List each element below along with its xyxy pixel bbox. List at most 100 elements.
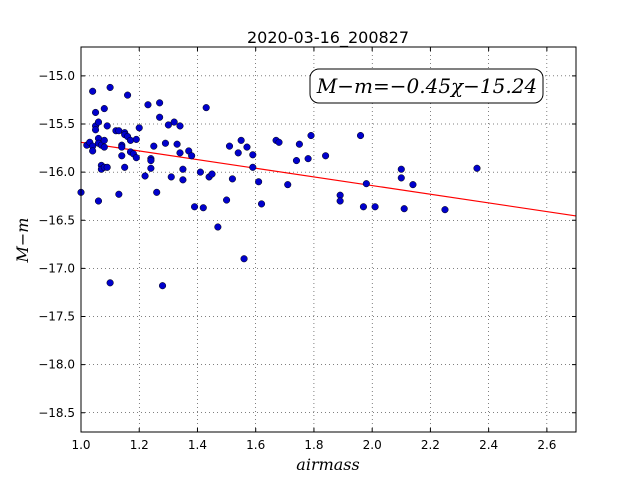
data-point	[132, 154, 140, 162]
data-point	[409, 181, 417, 189]
data-point	[106, 83, 114, 91]
axis-ticks: 1.0 1.2 1.4 1.6 1.8 2.0 2.2 2.4 2.6 −15.0 −15.5 −16…	[38, 47, 576, 452]
y-tick-label: −16.5	[38, 213, 75, 227]
data-point	[336, 197, 344, 205]
data-point	[307, 132, 315, 140]
data-point	[249, 163, 257, 171]
data-point	[228, 175, 236, 183]
data-point	[89, 147, 97, 155]
data-point	[196, 168, 204, 176]
data-point	[161, 139, 169, 147]
y-tick-label: −18.5	[38, 406, 75, 420]
data-point	[126, 136, 135, 144]
data-point	[362, 180, 370, 188]
data-point	[257, 200, 266, 208]
data-point	[284, 181, 292, 189]
data-point	[295, 140, 303, 148]
x-tick-label: 2.2	[421, 438, 440, 452]
data-point	[176, 149, 184, 157]
data-point	[156, 113, 164, 121]
data-point	[275, 138, 283, 146]
data-point	[94, 118, 103, 126]
data-point	[94, 197, 103, 205]
x-tick-label: 2.4	[479, 438, 498, 452]
data-point	[214, 223, 222, 231]
data-point	[147, 157, 155, 165]
fit-line-layer	[80, 141, 577, 217]
data-point	[132, 135, 140, 143]
y-axis-label: M−m	[13, 218, 32, 264]
data-point	[356, 132, 365, 140]
data-point	[150, 142, 158, 150]
data-point	[115, 190, 123, 198]
data-point	[473, 164, 481, 172]
data-point	[188, 152, 196, 160]
data-point	[141, 172, 149, 180]
x-tick-label: 1.8	[304, 438, 323, 452]
data-point	[234, 149, 242, 157]
data-point	[121, 163, 129, 171]
data-point	[164, 121, 172, 129]
x-tick-label: 1.6	[246, 438, 265, 452]
data-point	[118, 143, 126, 151]
y-tick-label: −16.0	[38, 165, 75, 179]
data-point	[243, 143, 251, 151]
chart-title: 2020-03-16_200827	[247, 28, 409, 48]
data-point	[397, 165, 405, 173]
data-point	[135, 124, 143, 132]
data-point	[292, 157, 301, 165]
data-point	[89, 87, 97, 95]
data-point	[441, 206, 449, 214]
annotation-box	[309, 68, 544, 104]
fit-annotation: M−m=−0.45χ−15.24	[309, 68, 544, 104]
data-point	[249, 151, 257, 159]
data-point	[237, 136, 245, 144]
data-point	[147, 164, 155, 172]
fit-line	[80, 141, 577, 217]
x-tick-label: 1.0	[71, 438, 90, 452]
data-point	[100, 143, 108, 151]
data-point	[322, 152, 330, 160]
data-point	[179, 176, 187, 184]
data-point	[304, 155, 312, 163]
x-axis-label: airmass	[296, 455, 359, 474]
y-tick-label: −17.0	[38, 261, 75, 275]
data-point	[223, 196, 231, 204]
data-point	[144, 101, 152, 109]
data-point	[400, 205, 408, 213]
data-point	[100, 105, 108, 113]
annotation-text: M−m=−0.45χ−15.24	[316, 74, 537, 98]
data-point	[202, 104, 210, 112]
data-point	[170, 118, 178, 126]
data-point	[199, 204, 207, 212]
data-point	[359, 203, 367, 211]
data-point	[118, 152, 126, 160]
plot-frame	[80, 46, 577, 433]
data-point	[103, 163, 111, 171]
x-tick-label: 2.6	[537, 438, 556, 452]
data-point	[106, 279, 114, 287]
y-tick-label: −18.0	[38, 358, 75, 372]
y-tick-label: −15.5	[38, 117, 75, 131]
data-points	[77, 83, 481, 290]
x-tick-label: 1.4	[188, 438, 207, 452]
data-point	[153, 188, 161, 196]
y-tick-label: −15.0	[38, 69, 75, 83]
data-point	[92, 108, 100, 116]
data-point	[92, 126, 100, 134]
data-point	[176, 122, 184, 130]
data-point	[179, 165, 187, 173]
data-point	[191, 203, 199, 211]
data-point	[156, 99, 164, 107]
x-tick-label: 1.2	[130, 438, 149, 452]
data-point	[173, 140, 181, 148]
data-point	[124, 91, 132, 99]
data-point	[100, 136, 108, 144]
y-tick-label: −17.5	[38, 310, 75, 324]
data-point	[371, 203, 379, 211]
x-tick-label: 2.0	[363, 438, 382, 452]
data-point	[208, 170, 216, 178]
data-point	[103, 122, 111, 130]
